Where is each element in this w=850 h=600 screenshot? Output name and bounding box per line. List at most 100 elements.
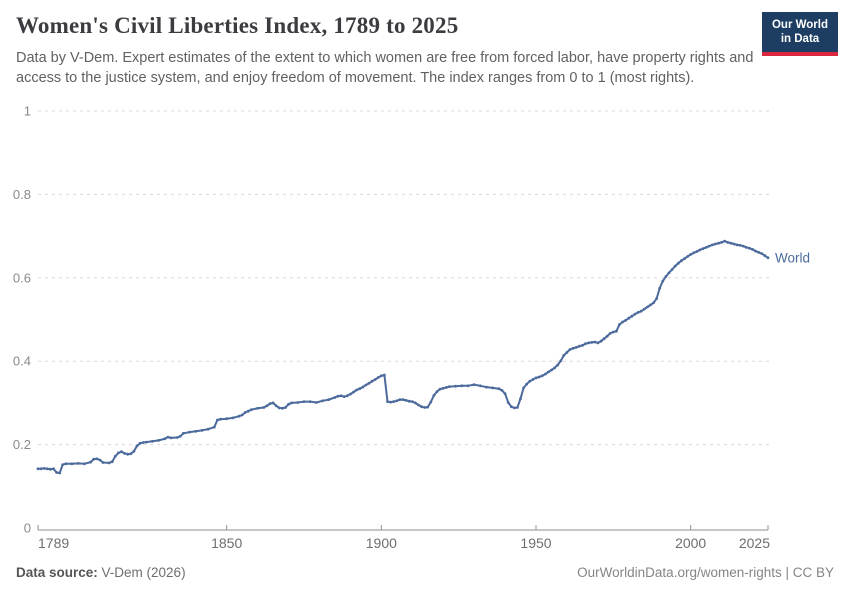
data-point [175, 436, 179, 439]
data-point [723, 239, 727, 243]
data-point [308, 400, 312, 403]
data-point [284, 406, 287, 409]
data-point [404, 399, 408, 402]
data-point [760, 252, 764, 256]
data-point [107, 461, 111, 465]
data-point [206, 427, 210, 431]
data-point [540, 374, 544, 378]
data-point [342, 395, 346, 398]
data-point [707, 244, 711, 248]
data-point [92, 457, 96, 461]
data-point [120, 450, 123, 454]
data-point [265, 404, 269, 408]
data-point [460, 384, 464, 388]
data-point [237, 414, 241, 418]
series-label-world[interactable]: World [775, 250, 810, 265]
data-point [748, 246, 751, 250]
data-point [101, 461, 105, 464]
data-point [64, 462, 68, 466]
data-point [738, 243, 742, 247]
data-point [695, 250, 699, 253]
data-point [423, 406, 427, 409]
data-point [231, 416, 235, 420]
data-point [281, 406, 284, 410]
data-point [673, 264, 677, 268]
data-point [243, 411, 247, 414]
data-point [550, 368, 553, 372]
data-point [398, 398, 402, 401]
data-point [547, 370, 550, 374]
data-point [169, 436, 173, 440]
data-point [327, 398, 331, 401]
data-point [277, 406, 281, 410]
data-point [503, 392, 507, 396]
data-point [633, 312, 637, 316]
data-point [624, 318, 628, 322]
data-point [478, 384, 482, 388]
data-point [658, 286, 662, 290]
data-point [732, 242, 736, 246]
data-point [219, 417, 222, 421]
data-point [392, 400, 396, 403]
data-point [379, 374, 383, 378]
data-point [568, 348, 572, 351]
data-point [522, 386, 525, 390]
data-point [55, 471, 58, 474]
data-point [618, 323, 621, 326]
data-point [574, 346, 578, 349]
data-point [516, 406, 519, 409]
data-point [132, 449, 136, 453]
chart-canvas: 0 0.2 0.4 0.6 0.8 1 1789 1850 1900 1950 2000 2025 Wo… [0, 100, 850, 552]
data-point [262, 406, 266, 409]
data-point [528, 379, 532, 383]
data-point [349, 392, 352, 396]
data-point [383, 373, 386, 377]
data-point [577, 344, 581, 348]
data-point [200, 429, 204, 432]
data-point [466, 384, 470, 388]
data-point [429, 400, 433, 404]
y-tick-label: 1 [24, 104, 31, 119]
data-point [565, 351, 569, 354]
data-point [593, 340, 597, 344]
data-point [163, 437, 167, 441]
data-point [630, 314, 634, 318]
data-point [584, 342, 587, 346]
data-point [420, 405, 423, 409]
data-point [240, 413, 244, 417]
data-point [448, 385, 451, 388]
data-point [599, 339, 603, 343]
data-point [543, 372, 547, 376]
data-point [655, 297, 658, 300]
data-point [401, 398, 405, 401]
owid-logo[interactable]: Our World in Data [762, 12, 838, 56]
data-point [386, 400, 389, 403]
data-point [744, 246, 748, 249]
attribution-link[interactable]: OurWorldinData.org/women-rights | CC BY [577, 565, 834, 580]
data-point [611, 330, 615, 334]
data-source-value: V-Dem (2026) [97, 565, 186, 580]
data-point [485, 385, 488, 389]
data-point [621, 320, 624, 324]
data-point [95, 457, 99, 461]
data-point [271, 401, 275, 405]
data-point [751, 248, 754, 251]
data-point [113, 454, 117, 458]
data-point [39, 467, 43, 471]
data-point [141, 441, 145, 444]
data-point [757, 251, 761, 254]
data-point [246, 409, 250, 413]
data-point [587, 341, 590, 345]
data-point [741, 244, 745, 248]
data-point [274, 404, 278, 408]
x-tick-label: 1900 [366, 535, 397, 550]
line-chart: 0 0.2 0.4 0.6 0.8 1 1789 1850 1900 1950 2000 2025 Wo… [13, 104, 810, 552]
data-point [333, 396, 337, 399]
y-tick-label: 0.2 [13, 437, 31, 452]
data-point [525, 382, 529, 386]
data-point [553, 366, 556, 370]
data-point [670, 268, 674, 271]
data-point [389, 400, 392, 404]
series-line-world[interactable] [37, 240, 769, 474]
data-point [426, 405, 430, 409]
